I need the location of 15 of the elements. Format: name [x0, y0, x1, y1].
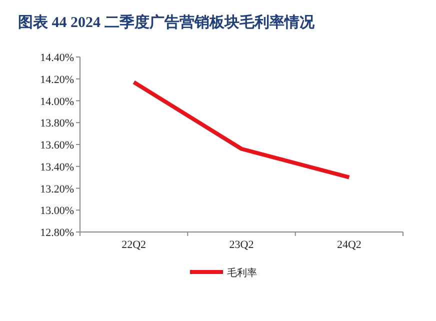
legend: 毛利率	[190, 268, 257, 279]
legend-label: 毛利率	[227, 267, 257, 279]
x-tick-label: 23Q2	[229, 239, 254, 251]
y-tick-label: 13.80%	[40, 118, 74, 130]
y-tick-label: 13.40%	[40, 161, 74, 174]
x-tick-label: 22Q2	[122, 239, 146, 251]
y-tick-label: 14.40%	[40, 52, 74, 64]
x-tick-label: 24Q2	[336, 239, 362, 251]
chart-title: 图表 44 2024 二季度广告营销板块毛利率情况	[18, 13, 316, 31]
y-tick-label: 14.00%	[40, 96, 74, 108]
y-tick-label: 13.20%	[40, 183, 74, 196]
y-tick-label: 12.80%	[40, 227, 74, 239]
y-tick-label: 13.00%	[40, 205, 74, 218]
y-tick-label: 13.60%	[40, 140, 74, 152]
y-tick-label: 14.20%	[40, 74, 74, 86]
